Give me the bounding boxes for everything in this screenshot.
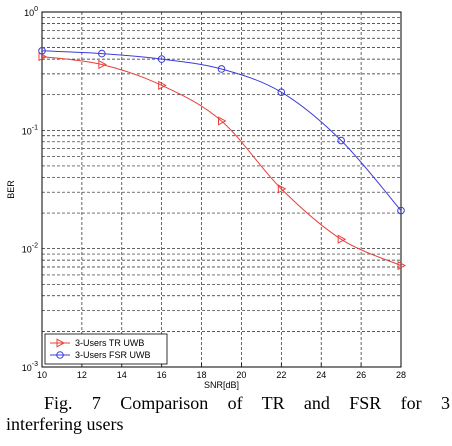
y-tick-label: 10-2 [22, 243, 38, 255]
axis-ticks: 10 12 14 16 18 20 22 24 26 28 100 10-1 10-2 10-3 [22, 6, 406, 380]
data-point-triangle [337, 234, 347, 244]
y-tick-label: 10-3 [22, 361, 38, 373]
data-point-circle [397, 206, 405, 215]
y-tick-label: 100 [24, 6, 38, 18]
legend-box [44, 333, 168, 365]
x-tick-label: 18 [197, 370, 207, 380]
legend-label: 3-Users FSR UWB [75, 350, 151, 360]
caption-line-2: interfering users [6, 414, 124, 434]
x-tick-label: 16 [157, 370, 167, 380]
data-point-triangle [56, 338, 66, 348]
y-axis-label: BER [6, 180, 16, 199]
x-axis-label: SNR[dB] [204, 380, 239, 390]
x-tick-label: 12 [77, 370, 87, 380]
data-point-circle [337, 136, 345, 145]
x-tick-label: 28 [396, 370, 406, 380]
y-tick-label: 10-1 [22, 124, 38, 136]
x-tick-label: 26 [356, 370, 366, 380]
data-point-triangle [397, 260, 407, 271]
x-tick-label: 20 [236, 370, 246, 380]
x-tick-label: 10 [37, 370, 47, 380]
ber-chart: 10 12 14 16 18 20 22 24 26 28 100 10-1 10-2 10-3 SNR[… [6, 6, 407, 390]
data-point-triangle [158, 80, 167, 90]
legend-label: 3-Users TR UWB [75, 338, 144, 348]
data-point-triangle [38, 51, 48, 62]
plot-frame [41, 11, 402, 368]
data-point-circle [277, 88, 286, 97]
data-point-circle [157, 55, 166, 63]
series-line [41, 56, 402, 267]
x-tick-label: 24 [316, 370, 326, 380]
data-point-circle [56, 351, 64, 359]
x-tick-label: 14 [117, 370, 127, 380]
data-point-triangle [98, 59, 107, 70]
x-tick-label: 22 [276, 370, 286, 380]
series-group [38, 47, 407, 271]
figure-caption: Fig. 7 Comparison of TR and FSR for 3 in… [6, 393, 450, 435]
chart-grid [42, 12, 401, 367]
data-point-triangle [277, 184, 287, 194]
caption-line-1: Fig. 7 Comparison of TR and FSR for 3 [44, 393, 450, 413]
legend: 3-Users TR UWB 3-Users FSR UWB [44, 333, 168, 365]
data-point-circle [98, 49, 106, 58]
data-point-triangle [218, 116, 227, 126]
data-point-circle [217, 65, 226, 73]
data-point-circle [38, 47, 46, 55]
